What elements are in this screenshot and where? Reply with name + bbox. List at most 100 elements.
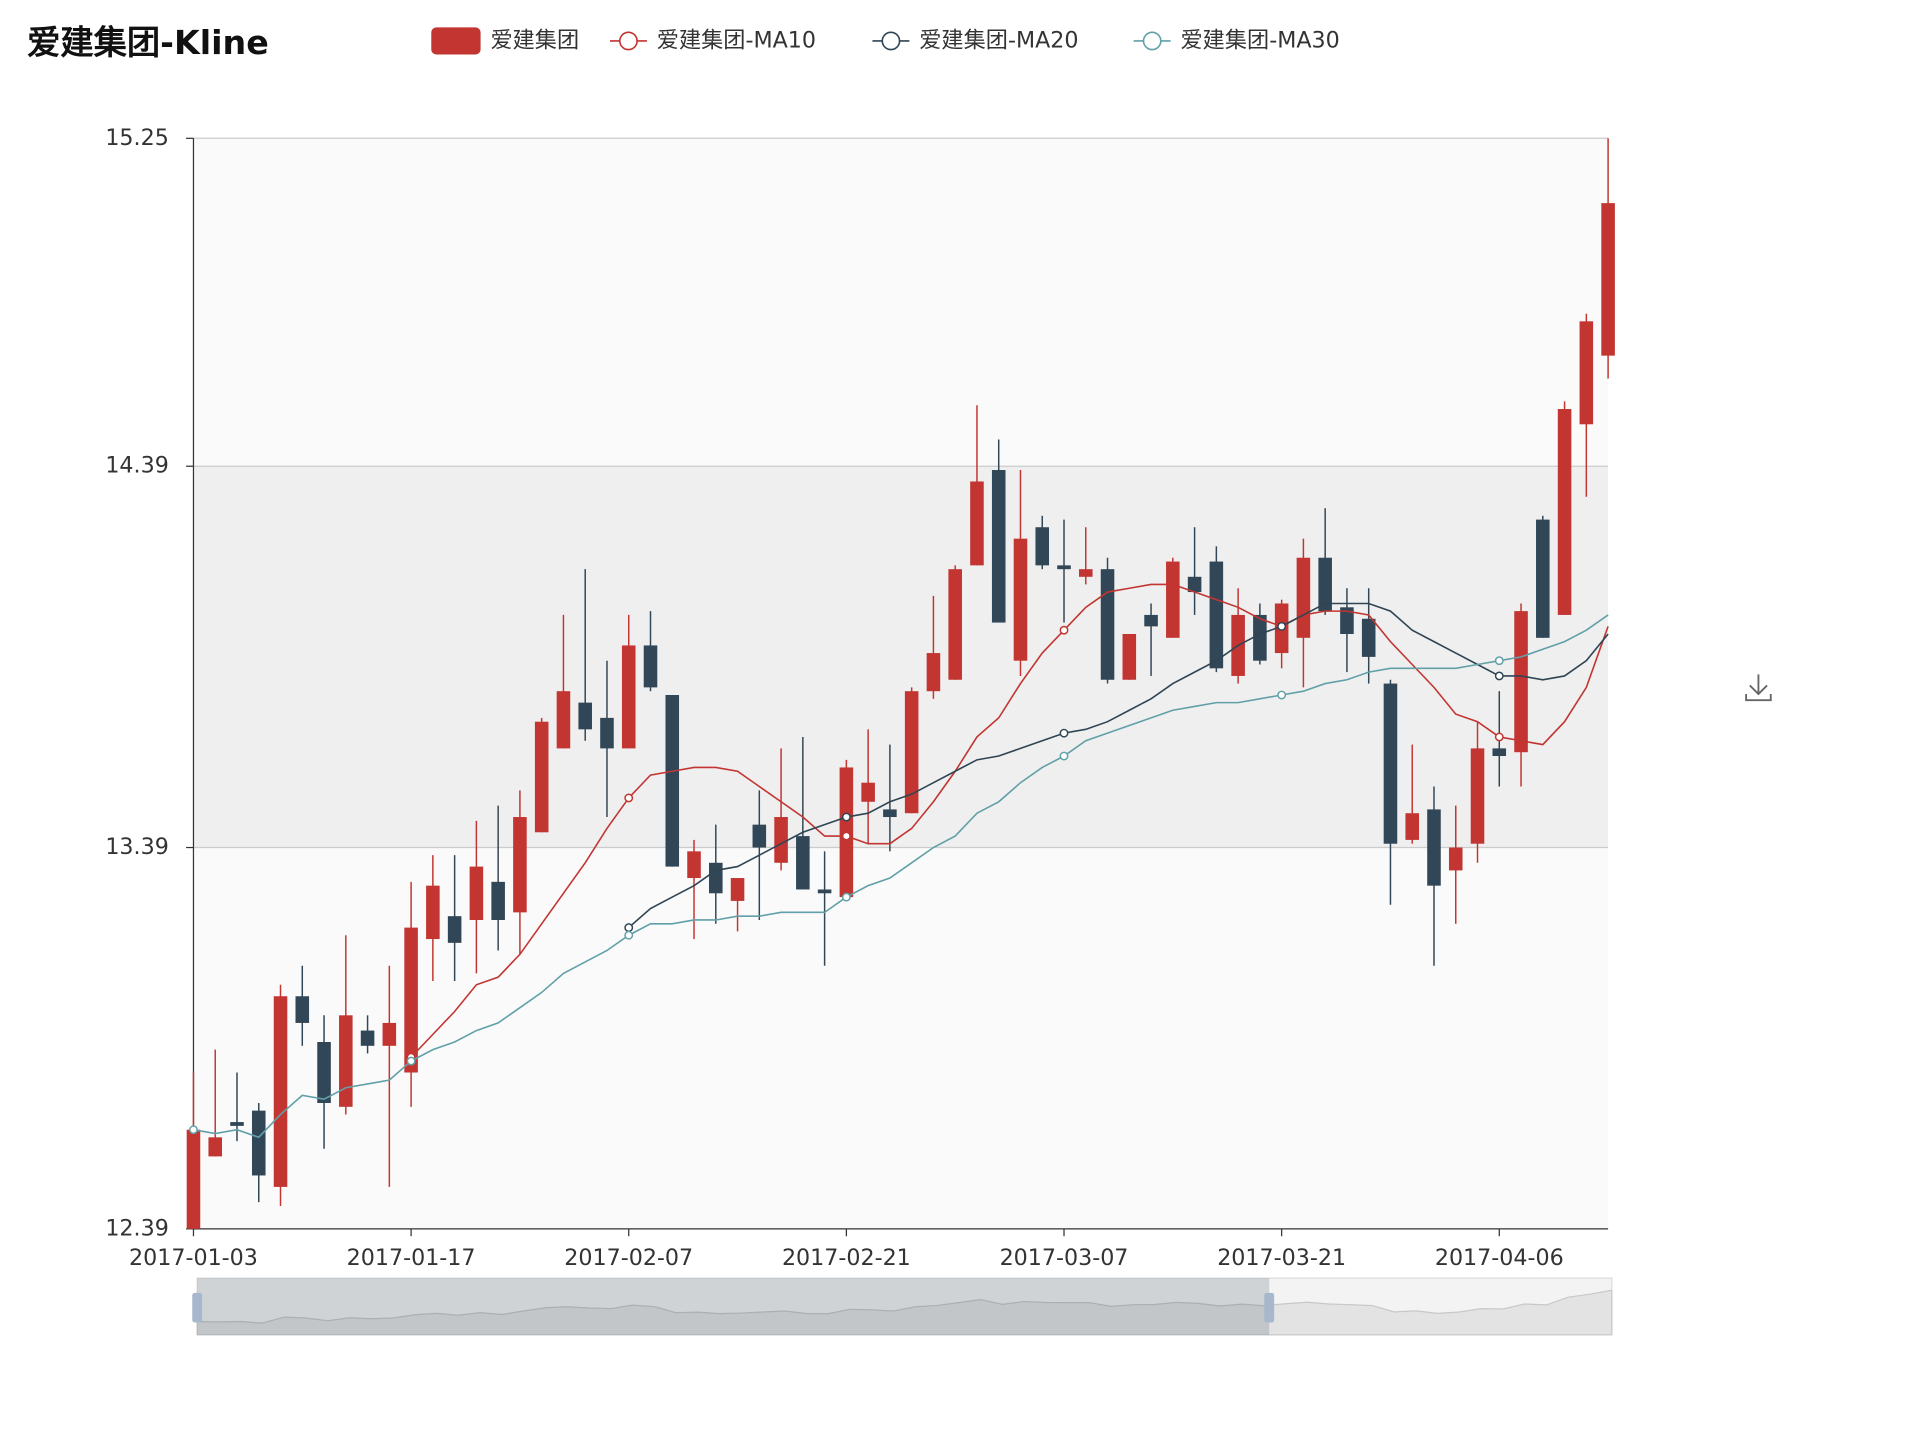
legend-item[interactable]: 爱建集团 <box>431 27 579 55</box>
candle-body <box>817 889 832 894</box>
candle-body <box>1296 557 1311 638</box>
ma-point <box>1494 656 1504 666</box>
chart-title: 爱建集团-Kline <box>27 23 269 62</box>
legend-symbol <box>1142 31 1162 51</box>
candle-body <box>1340 607 1354 634</box>
candle-body <box>1057 565 1071 570</box>
ma-point <box>189 1125 198 1135</box>
candle-body <box>1492 748 1507 757</box>
candle-body <box>1557 409 1572 615</box>
candle-body <box>1318 557 1332 612</box>
candle-body <box>339 1015 353 1107</box>
ma-point <box>406 1056 416 1066</box>
zoom-handle[interactable] <box>192 1292 203 1323</box>
ma-point <box>841 892 851 902</box>
candle-body <box>578 702 592 730</box>
candle-body <box>404 927 418 1073</box>
legend-symbol <box>881 31 901 51</box>
y-tick-label: 13.39 <box>105 834 168 860</box>
x-tick-label: 2017-04-06 <box>1435 1245 1564 1271</box>
candle-body <box>883 809 897 818</box>
candle-body <box>426 885 440 940</box>
ma-point <box>1059 728 1069 738</box>
candle-body <box>752 824 767 848</box>
legend-label: 爱建集团 <box>490 27 579 53</box>
candle-body <box>1166 561 1180 638</box>
candle-body <box>295 996 310 1023</box>
ma-line <box>628 602 1609 929</box>
ma-point <box>1059 751 1069 761</box>
candle-body <box>709 862 723 894</box>
candle-body <box>208 1137 223 1157</box>
candle-body <box>1013 538 1028 661</box>
candle-body <box>926 653 941 692</box>
candle-body <box>1100 569 1115 680</box>
legend-item[interactable]: 爱建集团-MA10 <box>609 27 816 53</box>
candle-body <box>1209 561 1224 669</box>
zoom-handle[interactable] <box>1264 1292 1275 1323</box>
candle-body <box>382 1022 397 1046</box>
x-tick-label: 2017-03-21 <box>1217 1245 1346 1271</box>
ma-point <box>841 812 851 822</box>
candle-body <box>730 878 745 901</box>
candle-body <box>861 782 875 802</box>
candle-body <box>556 691 571 749</box>
candle-body <box>1187 576 1202 593</box>
ma-point <box>1494 671 1504 681</box>
candle-body <box>643 645 658 688</box>
candle-body <box>991 470 1006 623</box>
legend-symbol <box>619 31 638 51</box>
candle-body <box>1078 569 1093 577</box>
y-tick-label: 12.39 <box>105 1215 168 1241</box>
legend-item[interactable]: 爱建集团-MA20 <box>872 27 1078 53</box>
x-tick-label: 2017-01-17 <box>347 1245 476 1271</box>
ma-point <box>1059 625 1069 635</box>
ma-point <box>1494 732 1504 742</box>
y-tick-label: 14.39 <box>105 453 168 479</box>
candle-body <box>1601 203 1615 356</box>
ma-line <box>193 614 1609 1139</box>
x-tick-label: 2017-02-21 <box>782 1245 911 1271</box>
candle-body <box>447 916 462 943</box>
ma-point <box>624 923 634 933</box>
candle-body <box>186 1129 201 1229</box>
legend-item[interactable]: 爱建集团-MA30 <box>1133 27 1340 53</box>
zoom-selection[interactable] <box>197 1278 1270 1335</box>
ma-point <box>841 831 851 841</box>
ma-line <box>410 583 1609 1058</box>
candle-body <box>687 851 701 879</box>
candle-body <box>1361 618 1376 657</box>
ma-point <box>624 793 634 803</box>
split-area <box>193 138 1609 467</box>
zoom-shadow <box>196 1289 1613 1336</box>
candle-body <box>273 996 288 1187</box>
x-tick-label: 2017-01-03 <box>129 1245 258 1271</box>
candle-body <box>796 836 810 890</box>
legend-swatch <box>431 27 481 55</box>
candle-body <box>621 645 636 749</box>
candle-body <box>491 881 505 920</box>
x-tick-label: 2017-03-07 <box>1000 1245 1129 1271</box>
legend-label: 爱建集团-MA20 <box>919 27 1078 53</box>
x-tick-label: 2017-02-07 <box>564 1245 693 1271</box>
toolbox-download[interactable] <box>1745 674 1772 702</box>
candle-body <box>1470 748 1485 844</box>
candle-body <box>1427 809 1441 886</box>
candle-body <box>251 1110 266 1176</box>
ma-point <box>1277 621 1287 631</box>
legend-label: 爱建集团-MA30 <box>1181 27 1340 53</box>
candle-body <box>904 691 919 814</box>
candle-body <box>948 569 962 680</box>
candle-body <box>469 866 484 920</box>
candle-body <box>774 817 788 863</box>
ma-point <box>1277 690 1287 700</box>
candle-body <box>1579 321 1594 425</box>
candle-body <box>1144 614 1158 627</box>
candle-body <box>513 817 527 913</box>
candle-body <box>1253 614 1267 661</box>
candle-body <box>1536 519 1550 638</box>
candle-body <box>317 1041 331 1104</box>
candle-body <box>970 481 984 566</box>
candle-body <box>1448 847 1463 871</box>
